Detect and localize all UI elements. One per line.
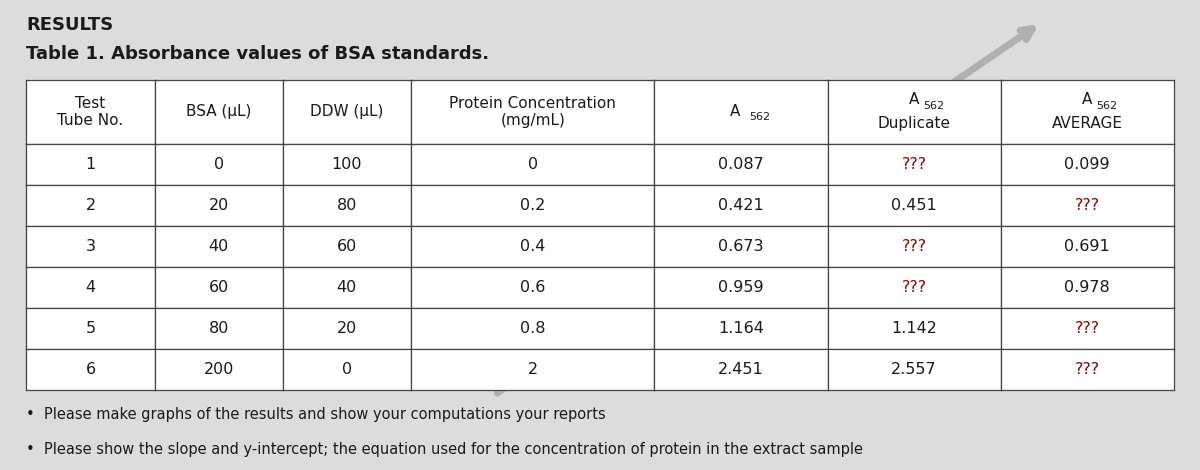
Text: 0.2: 0.2: [520, 198, 545, 213]
Text: 0.673: 0.673: [719, 239, 763, 254]
Text: 20: 20: [337, 321, 356, 336]
Text: 0: 0: [214, 157, 223, 172]
Text: 0: 0: [528, 157, 538, 172]
Text: Protein Concentration
(mg/mL): Protein Concentration (mg/mL): [449, 95, 616, 128]
Text: 0.421: 0.421: [718, 198, 764, 213]
Text: 40: 40: [209, 239, 229, 254]
Text: 0: 0: [342, 362, 352, 377]
Text: 1.164: 1.164: [718, 321, 764, 336]
Text: •  Please make graphs of the results and show your computations your reports: • Please make graphs of the results and …: [26, 407, 606, 422]
Text: 4: 4: [85, 280, 96, 295]
Text: Table 1. Absorbance values of BSA standards.: Table 1. Absorbance values of BSA standa…: [26, 45, 490, 63]
Text: 2: 2: [528, 362, 538, 377]
Text: A: A: [730, 104, 740, 119]
Text: 0.978: 0.978: [1064, 280, 1110, 295]
Text: ???: ???: [1074, 362, 1099, 377]
Text: ???: ???: [1074, 321, 1099, 336]
Text: 0.8: 0.8: [520, 321, 546, 336]
Text: 562: 562: [749, 112, 770, 122]
Text: 0.691: 0.691: [1064, 239, 1110, 254]
Text: Duplicate: Duplicate: [877, 116, 950, 131]
Text: 100: 100: [331, 157, 362, 172]
Text: 0.6: 0.6: [520, 280, 545, 295]
Text: 20: 20: [209, 198, 229, 213]
Text: Test
Tube No.: Test Tube No.: [58, 95, 124, 128]
Text: BSA (μL): BSA (μL): [186, 104, 251, 119]
Text: ???: ???: [901, 157, 926, 172]
Text: 3: 3: [85, 239, 96, 254]
Text: ???: ???: [901, 280, 926, 295]
Text: 200: 200: [204, 362, 234, 377]
Text: 0.099: 0.099: [1064, 157, 1110, 172]
Text: 40: 40: [337, 280, 356, 295]
Text: RESULTS: RESULTS: [26, 16, 114, 34]
Text: 2: 2: [85, 198, 96, 213]
Text: 0.451: 0.451: [892, 198, 937, 213]
Text: ???: ???: [901, 239, 926, 254]
Text: 6: 6: [85, 362, 96, 377]
Text: 0.959: 0.959: [718, 280, 764, 295]
Text: A: A: [1082, 93, 1092, 108]
Text: 5: 5: [85, 321, 96, 336]
Text: 0.4: 0.4: [520, 239, 545, 254]
Text: •  Please show the slope and y-intercept; the equation used for the concentratio: • Please show the slope and y-intercept;…: [26, 442, 864, 457]
Text: 60: 60: [337, 239, 356, 254]
Text: A: A: [908, 93, 919, 108]
Text: ???: ???: [1074, 198, 1099, 213]
Text: DDW (μL): DDW (μL): [310, 104, 384, 119]
Text: 80: 80: [337, 198, 358, 213]
Text: 2.451: 2.451: [718, 362, 764, 377]
Text: AVERAGE: AVERAGE: [1051, 116, 1122, 131]
Text: 2.557: 2.557: [892, 362, 937, 377]
Text: 1: 1: [85, 157, 96, 172]
Text: 0.087: 0.087: [718, 157, 764, 172]
Text: 1.142: 1.142: [892, 321, 937, 336]
Text: 60: 60: [209, 280, 229, 295]
Text: 562: 562: [924, 101, 944, 110]
Text: 562: 562: [1097, 101, 1118, 110]
Text: 80: 80: [209, 321, 229, 336]
